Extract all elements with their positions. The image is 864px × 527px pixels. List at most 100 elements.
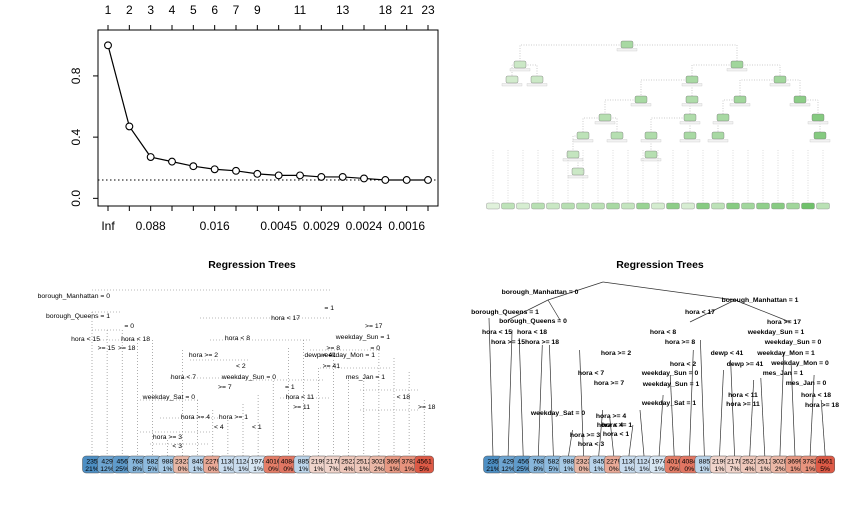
dotted-tree-leaf-percent: 1% xyxy=(238,466,248,473)
dotted-tree-split-label: = 0 xyxy=(370,345,380,352)
solid-tree-split-label: hora >= 8 xyxy=(665,339,695,346)
dotted-tree-leaf-percent: 1% xyxy=(298,466,308,473)
mini-tree-node xyxy=(530,75,544,84)
solid-tree-edge xyxy=(719,369,724,457)
dotted-tree-split-label: weekday_Mon = 1 xyxy=(319,352,376,359)
cp-bottom-axis: Inf 0.088 0.016 0.0045 0.0029 0.0024 0.0016 xyxy=(101,205,429,233)
dotted-tree-leaf-percent: 1% xyxy=(314,466,324,473)
solid-tree-leaf-value: 2323 xyxy=(576,459,591,466)
solid-tree-leaf-percent: 1% xyxy=(654,466,664,473)
solid-tree-edge xyxy=(734,299,791,323)
cp-point xyxy=(210,165,219,174)
mini-tree-leaf xyxy=(516,202,530,210)
cp-top-tick-label: 11 xyxy=(294,3,307,17)
cp-bottom-tick-label: 0.016 xyxy=(200,219,230,233)
solid-tree-leaf-percent: 0% xyxy=(684,466,694,473)
mini-tree-node xyxy=(566,150,580,159)
mini-tree-edge xyxy=(650,117,690,136)
cp-top-tick-label: 6 xyxy=(211,3,218,17)
solid-tree-edge xyxy=(669,374,675,457)
mini-tree-leaf xyxy=(681,202,695,210)
dotted-tree-leaf-percent: 12% xyxy=(100,466,114,473)
dotted-tree-split-label: >= 8 xyxy=(326,345,340,352)
dotted-tree-split-label: < 4 xyxy=(214,424,224,431)
solid-tree-leaf-value: 2522 xyxy=(742,459,757,466)
solid-tree-leaf-percent: 4% xyxy=(745,466,755,473)
cp-top-tick-label: 4 xyxy=(169,3,176,17)
solid-tree-leaf-percent: 8% xyxy=(533,466,543,473)
mini-tree-leaf xyxy=(666,202,680,210)
mini-tree-node-label xyxy=(712,121,734,125)
dotted-tree-leaf-value: 3028 xyxy=(371,459,386,466)
mini-tree-leaf xyxy=(486,202,500,210)
mini-tree-node-label xyxy=(679,139,701,143)
cp-point xyxy=(424,176,432,184)
cp-bottom-tick-label: 0.0016 xyxy=(388,219,425,233)
mini-tree-edge xyxy=(627,44,738,65)
solid-tree-edge xyxy=(688,349,694,457)
solid-tree-split-label: hora < 4 xyxy=(597,422,623,429)
solid-tree-split-label: hora < 18 xyxy=(517,329,547,336)
dotted-tree-split-label: weekday_Sat = 0 xyxy=(142,394,196,401)
mini-tree-node xyxy=(683,113,697,122)
solid-tree-edge xyxy=(700,339,705,457)
dotted-tree-leaf-percent: 1% xyxy=(223,466,233,473)
mini-tree-node xyxy=(576,131,590,140)
dotted-tree-leaf-percent: 1% xyxy=(163,466,173,473)
solid-tree-leaf-percent: 1% xyxy=(760,466,770,473)
mini-tree-node-label xyxy=(572,139,594,143)
mini-tree-node xyxy=(813,131,827,140)
cp-top-tick-label: 18 xyxy=(379,3,393,17)
dotted-tree-leaf-value: 768 xyxy=(132,459,144,466)
mini-tree-node-label xyxy=(616,48,638,52)
dotted-tree-split-label: < 18 xyxy=(397,394,411,401)
solid-tree-edge xyxy=(749,379,755,457)
dotted-tree-leaf-value: 845 xyxy=(192,459,204,466)
dotted-tree-split-label: weekday_Sun = 0 xyxy=(221,374,276,381)
solid-tree-split-label: hora >= 3 xyxy=(570,432,600,439)
mini-tree-leaf xyxy=(756,202,770,210)
dotted-tree-leaf-percent: 1% xyxy=(404,466,414,473)
mini-tree-leaf xyxy=(651,202,665,210)
cp-bottom-tick-label: 0.0045 xyxy=(260,219,297,233)
solid-tree-edge xyxy=(488,317,494,457)
mini-tree-leaf xyxy=(816,202,830,210)
solid-tree-split-label: weekday_Sun = 0 xyxy=(764,339,822,346)
solid-tree-leaf-value: 1124 xyxy=(637,459,652,466)
solid-tree-edge xyxy=(547,299,561,321)
dotted-tree-leaf-value: 582 xyxy=(147,459,159,466)
dotted-tree-split-label: >= 15 xyxy=(98,345,116,352)
mini-tree-node xyxy=(644,131,658,140)
cp-bottom-tick-label: 0.0024 xyxy=(346,219,383,233)
mini-tree-node xyxy=(685,75,699,84)
solid-tree-edge xyxy=(609,417,615,457)
mini-tree-node-label xyxy=(640,158,662,162)
mini-tree-edge xyxy=(739,79,780,100)
solid-tree-leaf-value: 885 xyxy=(699,459,711,466)
dotted-tree-leaf-percent: 5% xyxy=(147,466,157,473)
dotted-tree-leaf-percent: 0% xyxy=(268,466,278,473)
mini-tree-leaf xyxy=(726,202,740,210)
dotted-tree-split-label: hora >= 1 xyxy=(219,414,248,421)
mini-tree-node-label xyxy=(509,68,531,72)
mini-tree-edge xyxy=(691,64,737,80)
dotted-tree-split-label: hora >= 4 xyxy=(181,414,210,421)
solid-tree-edge xyxy=(730,359,735,457)
mini-tree-node-label xyxy=(729,103,751,107)
cp-bottom-tick-label: 0.0029 xyxy=(303,219,340,233)
cp-top-tick-label: 2 xyxy=(126,3,133,17)
dotted-tree-split-label: borough_Manhattan = 0 xyxy=(38,293,111,300)
cp-bottom-tick-label: 0.088 xyxy=(136,219,166,233)
solid-tree-split-label: hora >= 1 xyxy=(602,422,632,429)
cp-plot-panel: 1 2 3 4 5 6 7 9 11 13 18 21 23 Inf 0.088 0.016 0.0045 0.… xyxy=(69,3,439,233)
solid-tree-leaf-percent: 1% xyxy=(564,466,574,473)
mini-tree-leaf xyxy=(771,202,785,210)
dotted-tree-leaf-value: 2512 xyxy=(356,459,371,466)
solid-tree-edge xyxy=(518,337,524,457)
mini-tree-node xyxy=(773,75,787,84)
dotted-tree-leaf-percent: 1% xyxy=(389,466,399,473)
mini-tree-node xyxy=(733,95,747,104)
dotted-tree-leaf-percent: 1% xyxy=(359,466,369,473)
solid-tree-split-label: borough_Manhattan = 1 xyxy=(722,297,799,304)
solid-tree-title: Regression Trees xyxy=(616,259,704,271)
